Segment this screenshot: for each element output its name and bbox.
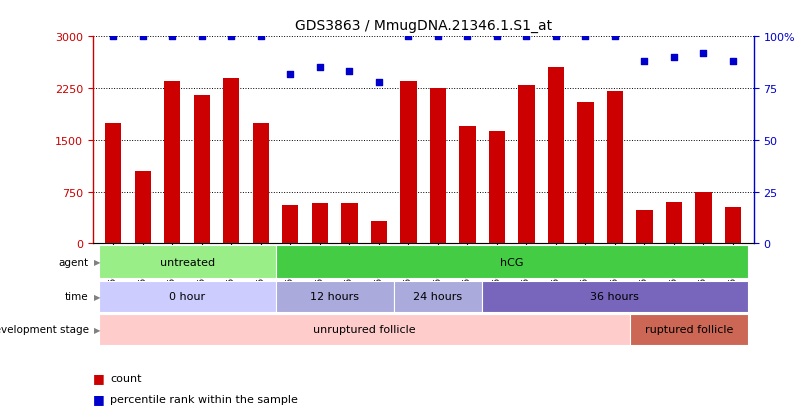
Point [431,34,444,40]
Text: count: count [110,373,142,383]
Bar [548,68,564,244]
Bar [135,171,151,244]
Bar [393,281,482,312]
Bar [282,206,298,244]
Text: hCG: hCG [500,257,523,267]
Point [520,34,533,40]
Bar [482,281,748,312]
Bar [106,123,122,244]
Text: agent: agent [59,257,89,267]
Point [107,34,120,40]
Bar [276,281,393,312]
Text: development stage: development stage [0,324,89,335]
Text: time: time [65,291,89,301]
Point [461,34,474,40]
Bar [193,96,210,244]
Point [195,34,208,40]
Text: ■: ■ [93,371,109,385]
Point [225,34,238,40]
Text: unruptured follicle: unruptured follicle [313,324,415,335]
Point [697,50,710,57]
Bar [253,123,269,244]
Text: ■: ■ [93,392,109,405]
Bar [696,192,712,244]
Text: 24 hours: 24 hours [413,291,463,301]
Text: ▶: ▶ [94,325,101,334]
Bar [725,207,741,244]
Text: 0 hour: 0 hour [169,291,206,301]
Bar [164,82,181,244]
Bar [577,102,593,244]
Text: 12 hours: 12 hours [310,291,359,301]
Point [609,34,621,40]
Bar [430,89,446,244]
Bar [459,127,476,244]
Point [372,79,385,86]
Bar [371,222,387,244]
Text: ▶: ▶ [94,292,101,301]
Point [314,65,326,71]
Point [550,34,563,40]
Bar [276,246,748,279]
Point [255,34,268,40]
Bar [223,78,239,244]
Bar [607,92,623,244]
Bar [312,204,328,244]
Text: ▶: ▶ [94,258,101,267]
Bar [98,314,629,345]
Bar [488,132,505,244]
Point [638,59,651,65]
Bar [341,204,358,244]
Text: percentile rank within the sample: percentile rank within the sample [110,394,298,404]
Bar [629,314,748,345]
Text: 36 hours: 36 hours [591,291,639,301]
Bar [98,246,276,279]
Bar [98,281,276,312]
Point [491,34,504,40]
Text: ruptured follicle: ruptured follicle [645,324,733,335]
Point [402,34,415,40]
Point [166,34,179,40]
Point [284,71,297,78]
Text: untreated: untreated [160,257,214,267]
Bar [636,211,653,244]
Bar [666,202,682,244]
Title: GDS3863 / MmugDNA.21346.1.S1_at: GDS3863 / MmugDNA.21346.1.S1_at [294,19,552,33]
Point [667,55,680,61]
Bar [518,85,534,244]
Bar [401,82,417,244]
Point [579,34,592,40]
Point [726,59,739,65]
Point [343,69,355,76]
Point [136,34,149,40]
